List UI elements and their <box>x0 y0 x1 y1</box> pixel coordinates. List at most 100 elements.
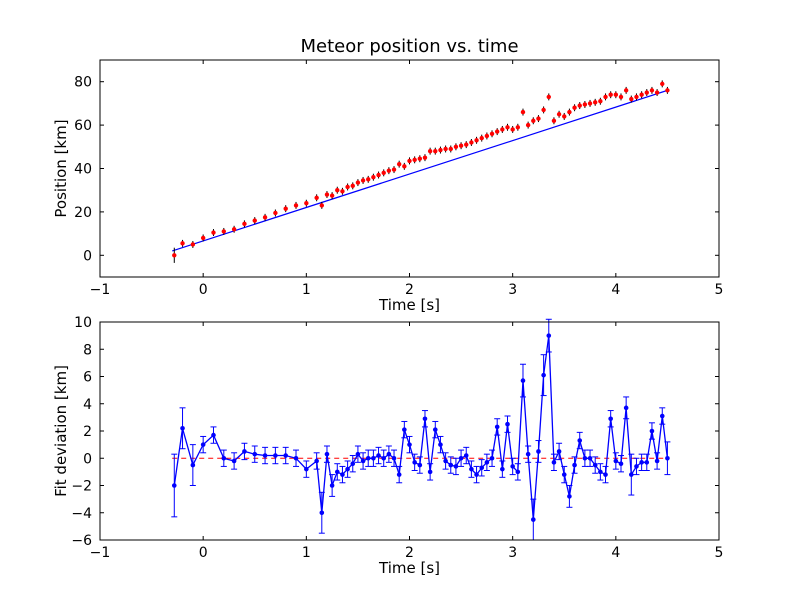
deviation-plot-area <box>171 318 671 541</box>
data-point <box>360 178 366 183</box>
y-tick-label: 60 <box>74 118 92 134</box>
data-point <box>489 131 495 136</box>
data-point <box>587 455 593 461</box>
data-point <box>556 449 562 454</box>
data-point <box>453 144 459 149</box>
data-point <box>335 188 340 193</box>
data-point <box>515 469 521 475</box>
data-point <box>273 210 278 216</box>
data-point <box>293 203 299 208</box>
data-point <box>180 425 185 431</box>
data-point <box>324 451 330 457</box>
x-tick-label: 3 <box>508 282 517 298</box>
data-point <box>340 189 345 194</box>
data-point <box>371 455 376 461</box>
data-point <box>551 118 557 123</box>
data-point <box>304 201 309 206</box>
data-point <box>350 461 356 467</box>
data-point <box>644 90 649 95</box>
data-point <box>525 451 531 457</box>
data-point <box>582 455 588 461</box>
x-axis-label: Time [s] <box>378 296 440 314</box>
data-point <box>443 146 448 152</box>
data-point <box>350 183 355 189</box>
data-point <box>665 88 670 93</box>
data-point <box>660 81 665 87</box>
data-point <box>231 458 237 464</box>
data-point <box>422 416 428 422</box>
data-point <box>407 158 412 164</box>
fit-line <box>172 89 668 252</box>
data-point <box>171 483 177 488</box>
data-point <box>252 451 258 457</box>
data-point <box>484 133 490 139</box>
data-point <box>355 180 361 185</box>
y-tick-label: 40 <box>74 162 92 178</box>
data-point <box>314 195 319 200</box>
data-point <box>593 100 598 105</box>
y-axis-label: Fit deviation [km] <box>52 365 70 497</box>
deviation-chart: −1 0 1 2 3 4 5 −6 −4 −2 0 2 4 6 8 10 Time [s] Fit devia… <box>52 315 723 577</box>
y-tick-label: 20 <box>74 205 92 221</box>
deviation-axis-ticks: −1 0 1 2 3 4 5 −6 −4 −2 0 2 4 6 8 10 <box>71 315 723 561</box>
data-point <box>469 466 474 472</box>
x-tick-label: 5 <box>715 282 724 298</box>
x-tick-label: 2 <box>405 545 414 561</box>
data-point <box>427 148 433 154</box>
y-tick-label: 0 <box>83 451 92 467</box>
data-point <box>639 460 644 465</box>
data-point <box>386 168 392 173</box>
data-point <box>520 109 526 115</box>
data-point <box>613 458 619 464</box>
deviation-axes-frame <box>99 321 720 541</box>
y-axis-label: Position [km] <box>52 119 70 217</box>
data-point <box>582 102 588 107</box>
x-tick-label: −1 <box>90 282 111 298</box>
data-point <box>386 451 392 457</box>
data-point <box>541 372 546 378</box>
data-point <box>396 472 402 477</box>
data-point <box>180 241 185 246</box>
data-point <box>273 453 278 458</box>
position-chart: Meteor position vs. time −1 0 1 2 3 4 5 0 20 40 60… <box>52 36 723 314</box>
data-point <box>484 460 490 465</box>
data-point <box>190 242 196 247</box>
data-point <box>546 333 552 338</box>
data-point <box>391 167 397 172</box>
data-point <box>608 92 613 97</box>
data-point <box>453 464 459 469</box>
data-point <box>329 193 335 198</box>
data-point <box>649 88 655 93</box>
data-point <box>242 221 247 227</box>
data-point <box>283 206 288 211</box>
x-tick-label: 3 <box>508 545 517 561</box>
data-point <box>190 462 196 468</box>
data-point <box>505 421 510 427</box>
data-point <box>283 453 289 458</box>
data-point <box>366 177 371 182</box>
data-point <box>262 215 268 220</box>
data-point <box>618 94 624 100</box>
data-point <box>525 122 531 128</box>
data-point <box>200 235 206 241</box>
data-point <box>659 413 665 419</box>
data-point <box>469 140 474 145</box>
x-tick-label: 1 <box>302 545 311 561</box>
data-point <box>567 494 572 499</box>
data-point <box>536 116 541 121</box>
data-point <box>634 464 639 469</box>
data-point <box>438 442 443 447</box>
data-point <box>572 462 577 468</box>
data-point <box>334 469 340 475</box>
data-point <box>376 172 381 178</box>
data-point <box>412 157 417 163</box>
data-point <box>598 469 603 475</box>
data-point <box>458 143 464 148</box>
x-tick-label: 0 <box>199 545 208 561</box>
y-tick-label: −6 <box>71 533 92 549</box>
x-tick-label: 5 <box>715 545 724 561</box>
data-point <box>618 461 624 467</box>
data-point <box>443 458 448 464</box>
data-point <box>319 510 325 516</box>
data-point <box>200 442 206 447</box>
